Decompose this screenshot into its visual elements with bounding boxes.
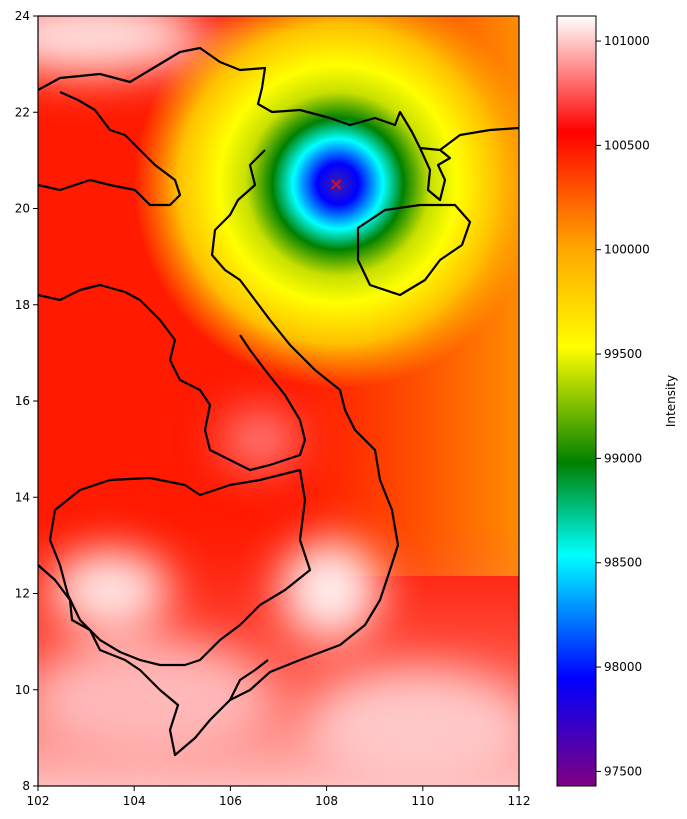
- y-tick-label: 8: [22, 779, 30, 793]
- colorbar-axis: 97500 98000 98500 99000 99500 100000 100500 101…: [596, 34, 650, 778]
- laos-north-border: [38, 90, 182, 207]
- low-center-marker: [331, 179, 342, 190]
- pressure-field: [38, 16, 519, 786]
- y-tick-label: 22: [15, 105, 30, 119]
- y-tick-label: 18: [15, 298, 30, 312]
- x-tick-label: 106: [219, 794, 242, 808]
- hainan-island: [356, 203, 472, 297]
- colorbar-tick-label: 98500: [604, 556, 642, 570]
- china-border: [38, 46, 421, 149]
- colorbar-tick-label: 97500: [604, 764, 642, 778]
- colorbar-tick-label: 99500: [604, 347, 642, 361]
- y-axis: 8 10 12 14 16 18 20 22 24: [15, 9, 38, 793]
- mekong-delta: [229, 659, 269, 701]
- x-tick-label: 108: [315, 794, 338, 808]
- x-tick-label: 112: [508, 794, 531, 808]
- colorbar: [556, 15, 597, 787]
- colorbar-label: Intensity: [664, 375, 678, 427]
- gulf-thailand-coast: [38, 564, 161, 691]
- vietnam-coast: [159, 149, 400, 757]
- colorbar-tick-label: 98000: [604, 660, 642, 674]
- y-tick-label: 16: [15, 394, 30, 408]
- y-tick-label: 10: [15, 683, 30, 697]
- y-tick-label: 20: [15, 202, 30, 216]
- china-south-coast: [419, 126, 519, 152]
- coastlines: [38, 46, 519, 757]
- x-tick-label: 104: [123, 794, 146, 808]
- colorbar-tick-label: 101000: [604, 34, 650, 48]
- colorbar-tick-label: 99000: [604, 451, 642, 465]
- colorbar-tick-label: 100000: [604, 243, 650, 257]
- x-axis: 102 104 106 108 110 112: [27, 786, 531, 808]
- y-tick-label: 12: [15, 587, 30, 601]
- y-tick-label: 24: [15, 9, 30, 23]
- laos-thailand-border: [38, 283, 307, 472]
- x-tick-label: 110: [411, 794, 434, 808]
- x-tick-label: 102: [27, 794, 50, 808]
- leizhou-peninsula: [418, 147, 452, 202]
- colorbar-tick-label: 100500: [604, 138, 650, 152]
- y-tick-label: 14: [15, 490, 30, 504]
- cambodia-border: [48, 468, 312, 667]
- low-pressure-system: [133, 16, 519, 389]
